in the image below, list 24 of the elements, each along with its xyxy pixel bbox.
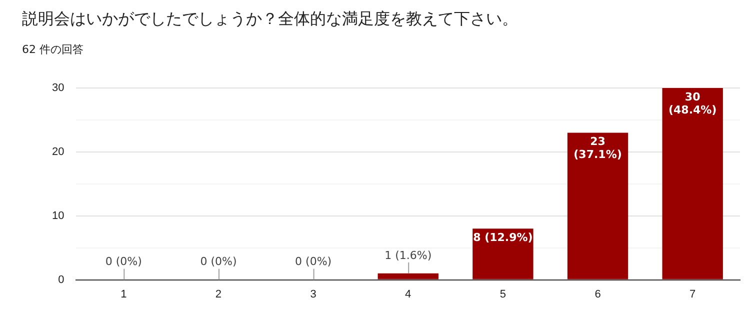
bar: [472, 228, 534, 280]
data-label: 30 (48.4%): [668, 90, 717, 116]
data-label: 0 (0%): [105, 255, 142, 268]
bar: [567, 132, 628, 280]
bar: [378, 273, 438, 280]
x-tick-label: 6: [594, 288, 601, 300]
x-tick-label: 7: [690, 288, 696, 300]
data-label: 8 (12.9%): [473, 231, 533, 244]
data-label: 23 (37.1%): [574, 135, 622, 162]
bar: [662, 88, 723, 280]
y-tick-label: 10: [52, 210, 64, 222]
y-tick-label: 0: [58, 274, 64, 286]
x-tick-label: 5: [500, 288, 506, 300]
x-tick-label: 2: [215, 288, 222, 300]
y-tick-label: 30: [52, 82, 64, 94]
data-label: 1 (1.6%): [384, 248, 432, 262]
x-tick-label: 3: [310, 288, 316, 300]
chart-title: 説明会はいかがでしたでしょうか？全体的な満足度を教えて下さい。: [22, 9, 518, 30]
x-tick-label: 4: [405, 288, 412, 300]
chart-subtitle: 62 件の回答: [22, 42, 84, 57]
y-tick-label: 20: [52, 146, 64, 158]
data-label: 0 (0%): [200, 255, 237, 268]
data-label: 0 (0%): [295, 255, 332, 268]
x-tick-label: 1: [120, 288, 127, 300]
